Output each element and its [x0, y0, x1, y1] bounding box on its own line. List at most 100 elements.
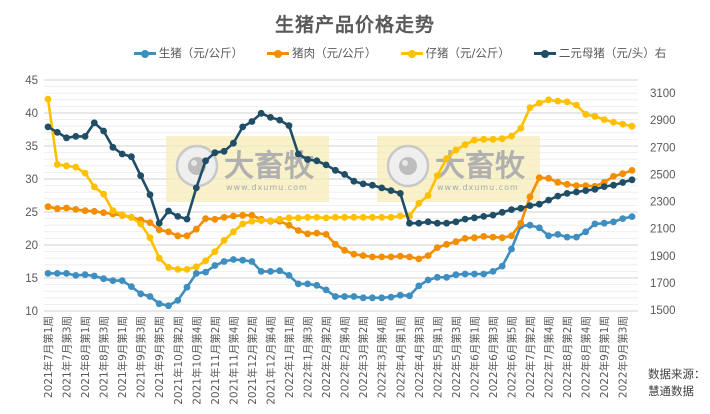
data-point: [554, 231, 562, 238]
data-point: [44, 270, 52, 277]
data-point: [452, 218, 460, 226]
legend-label: 生猪（元/公斤）: [158, 46, 244, 60]
x-tick-label: 2021年7月第1周: [42, 316, 55, 398]
data-point: [81, 207, 89, 215]
data-point: [573, 233, 580, 241]
y-tick-label: 35: [25, 141, 38, 153]
data-point: [202, 157, 210, 165]
data-point: [155, 300, 163, 308]
chart-legend: 生猪（元/公斤） 猪肉（元/公斤） 仔猪（元/公斤） 二元母猪（元/头）右: [0, 45, 710, 61]
data-point: [63, 134, 70, 142]
data-point: [294, 214, 302, 222]
data-point: [396, 291, 404, 299]
x-tick-label: 2021年10月第2周: [172, 316, 185, 405]
data-point: [183, 283, 191, 291]
data-point: [406, 253, 413, 261]
legend-line-marker-icon: [533, 48, 556, 58]
x-tick-label: 2021年7月第3周: [61, 316, 74, 398]
data-point: [137, 172, 145, 180]
data-point: [406, 219, 413, 227]
data-point: [591, 220, 599, 228]
x-tick-label: 2021年12月第4周: [264, 316, 277, 405]
data-point: [230, 256, 237, 263]
data-point: [100, 190, 107, 198]
data-point: [257, 109, 265, 117]
x-tick-label: 2021年9月第5周: [153, 316, 166, 398]
data-point: [600, 183, 608, 191]
series-line: [44, 167, 636, 263]
data-point: [90, 119, 98, 127]
y2-tick-label: 1700: [650, 278, 676, 290]
legend-item-sow: 二元母猪（元/头）右: [533, 45, 666, 61]
data-point: [563, 233, 571, 241]
x-tick-label: 2021年11月第4周: [227, 316, 240, 405]
data-point: [44, 123, 52, 131]
data-point: [304, 230, 311, 238]
data-point: [285, 272, 293, 279]
data-series: [44, 95, 636, 310]
y2-tick-label: 2100: [650, 224, 676, 236]
data-point: [406, 292, 413, 300]
x-tick-label: 2022年1月第1周: [283, 316, 296, 398]
data-point: [267, 114, 274, 121]
data-point: [489, 136, 497, 143]
data-point: [294, 280, 302, 288]
series-line: [44, 109, 636, 227]
left-y-axis: 10 15 20 25 30 35 40 45: [25, 75, 38, 318]
x-tick-label: 2022年5月第1周: [431, 316, 444, 398]
data-point: [146, 234, 154, 242]
x-tick-label: 2022年7月第2周: [524, 316, 537, 398]
data-point: [628, 122, 636, 130]
data-point: [498, 234, 506, 242]
data-point: [239, 256, 247, 264]
data-point: [461, 270, 469, 278]
data-point: [332, 213, 339, 221]
data-point: [443, 273, 450, 281]
data-point: [341, 171, 348, 178]
data-point: [378, 253, 386, 261]
data-point: [211, 149, 219, 157]
data-point: [257, 217, 265, 225]
data-point: [619, 120, 627, 128]
x-tick-label: 2021年9月第3周: [135, 316, 148, 398]
data-point: [471, 270, 478, 278]
x-tick-label: 2022年1月第3周: [302, 316, 315, 398]
x-tick-label: 2022年2月第4周: [339, 316, 352, 398]
data-point: [81, 271, 89, 279]
data-point: [313, 281, 321, 289]
data-point: [165, 228, 172, 236]
y2-tick-label: 3100: [650, 88, 676, 100]
data-point: [489, 233, 497, 241]
data-point: [53, 128, 61, 136]
data-point: [471, 136, 478, 144]
data-point: [563, 190, 571, 197]
data-point: [313, 213, 321, 221]
legend-line-marker-icon: [133, 48, 156, 58]
data-point: [183, 232, 191, 240]
data-point: [480, 270, 488, 278]
data-point: [174, 266, 182, 273]
data-point: [461, 235, 469, 242]
chart-title: 生猪产品价格走势: [274, 14, 435, 36]
y2-tick-label: 2700: [650, 142, 676, 154]
data-point: [155, 226, 163, 234]
data-point: [118, 211, 126, 219]
data-point: [545, 174, 552, 182]
data-point: [155, 219, 163, 227]
series-line: [44, 95, 636, 273]
data-point: [257, 268, 265, 275]
data-point: [146, 219, 154, 227]
data-point: [369, 294, 376, 302]
data-point: [165, 207, 172, 215]
data-point: [90, 272, 98, 280]
data-point: [508, 206, 515, 214]
data-point: [573, 188, 580, 196]
legend-item-live-hog: 生猪（元/公斤）: [133, 45, 244, 61]
data-point: [498, 208, 506, 216]
data-point: [183, 266, 191, 273]
y-tick-label: 10: [25, 306, 38, 318]
data-point: [415, 255, 423, 263]
